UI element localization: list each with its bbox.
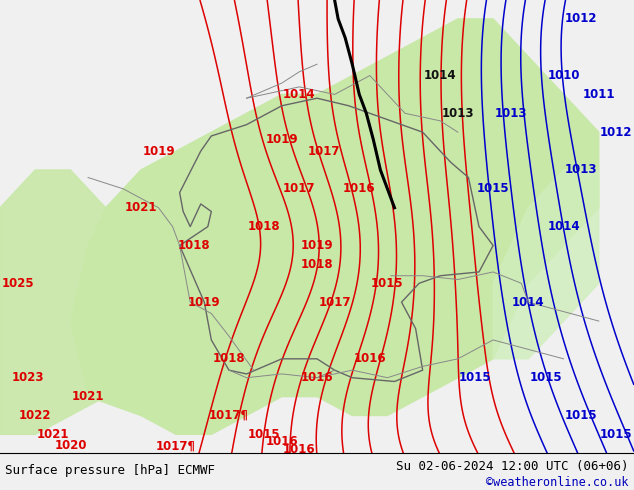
Text: 1014: 1014 xyxy=(283,88,316,101)
Text: 1016: 1016 xyxy=(301,371,333,384)
Text: 1016: 1016 xyxy=(343,182,375,196)
Text: 1016: 1016 xyxy=(266,436,298,448)
Text: 1014: 1014 xyxy=(547,220,580,233)
Text: 1016: 1016 xyxy=(354,352,386,366)
Polygon shape xyxy=(70,19,598,434)
Text: 1013: 1013 xyxy=(442,107,474,120)
Text: Surface pressure [hPa] ECMWF: Surface pressure [hPa] ECMWF xyxy=(5,464,215,477)
Text: 1022: 1022 xyxy=(19,409,51,422)
Text: 1017: 1017 xyxy=(307,145,340,158)
Text: 1015: 1015 xyxy=(248,428,280,441)
Text: 1019: 1019 xyxy=(188,295,221,309)
Text: 1023: 1023 xyxy=(12,371,44,384)
Text: 1012: 1012 xyxy=(565,12,597,25)
Text: 1012: 1012 xyxy=(600,126,633,139)
Text: 1018: 1018 xyxy=(301,258,333,271)
Text: 1020: 1020 xyxy=(54,439,87,452)
Text: 1013: 1013 xyxy=(495,107,527,120)
Text: 1017¶: 1017¶ xyxy=(156,439,196,452)
Text: 1018: 1018 xyxy=(212,352,245,366)
Text: 1019: 1019 xyxy=(142,145,175,158)
Text: 1013: 1013 xyxy=(565,164,597,176)
Text: 1015: 1015 xyxy=(565,409,597,422)
Text: 1015: 1015 xyxy=(459,371,492,384)
Text: 1010: 1010 xyxy=(547,69,580,82)
Polygon shape xyxy=(0,170,141,434)
Text: 1015: 1015 xyxy=(371,277,404,290)
Text: 1025: 1025 xyxy=(1,277,34,290)
Text: 1017¶: 1017¶ xyxy=(209,409,249,422)
Text: 1014: 1014 xyxy=(512,295,545,309)
Text: 1018: 1018 xyxy=(248,220,280,233)
Text: 1021: 1021 xyxy=(72,390,105,403)
Text: 1019: 1019 xyxy=(301,239,333,252)
Text: 1018: 1018 xyxy=(178,239,210,252)
Text: 1017: 1017 xyxy=(318,295,351,309)
Text: 1017: 1017 xyxy=(283,182,316,196)
Text: 1011: 1011 xyxy=(583,88,615,101)
Text: 1015: 1015 xyxy=(477,182,510,196)
Text: Su 02-06-2024 12:00 UTC (06+06): Su 02-06-2024 12:00 UTC (06+06) xyxy=(396,460,629,473)
Text: 1021: 1021 xyxy=(37,428,69,441)
Text: 1014: 1014 xyxy=(424,69,456,82)
Text: 1015: 1015 xyxy=(529,371,562,384)
Text: 1016: 1016 xyxy=(283,443,316,456)
Text: ©weatheronline.co.uk: ©weatheronline.co.uk xyxy=(486,476,629,489)
Text: 1015: 1015 xyxy=(600,428,633,441)
Text: 1021: 1021 xyxy=(125,201,157,214)
Polygon shape xyxy=(493,170,598,359)
Text: 1019: 1019 xyxy=(266,133,298,146)
